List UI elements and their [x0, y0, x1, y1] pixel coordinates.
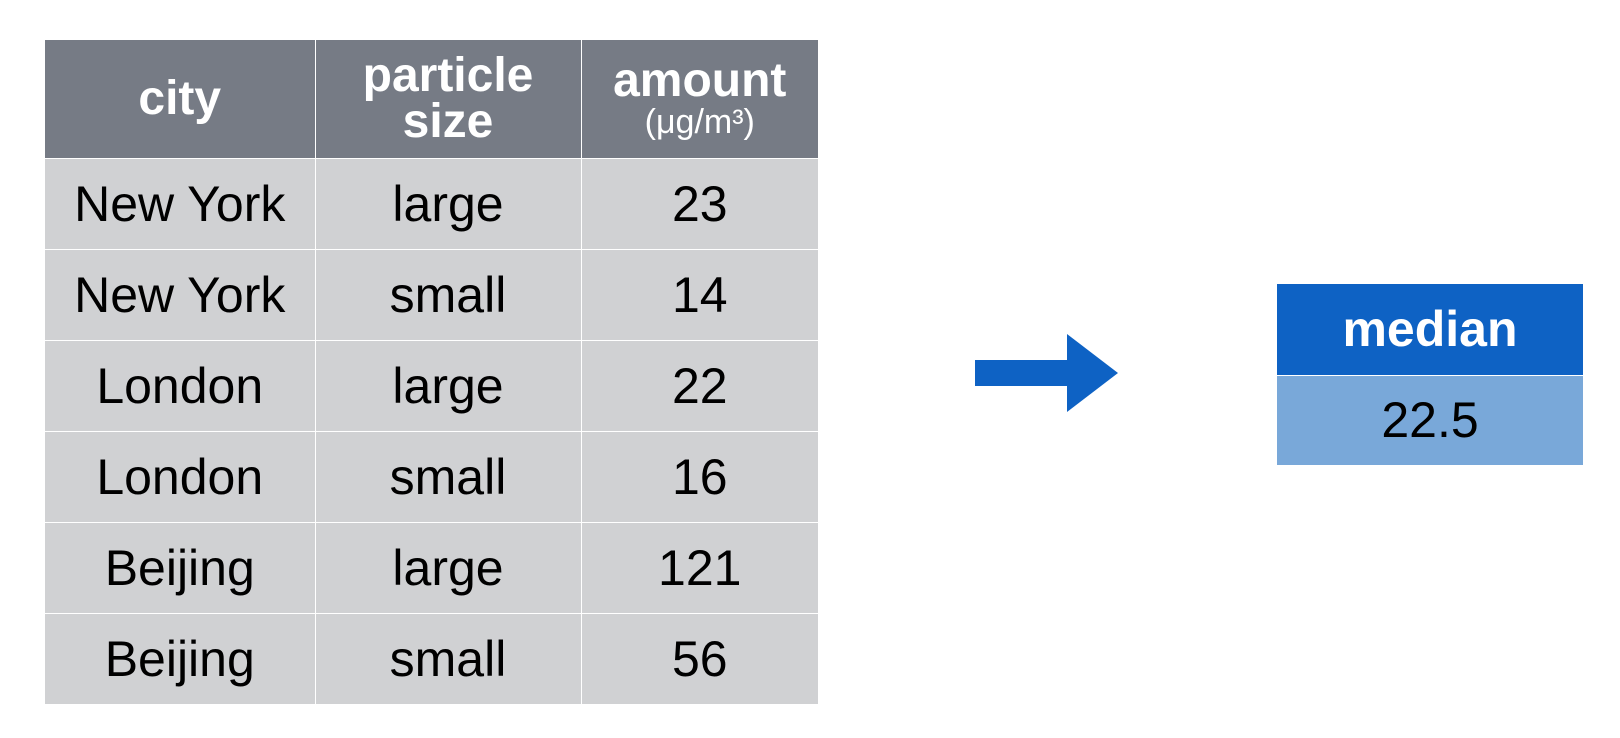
table-cell-particle-size: small — [314, 431, 582, 523]
right-arrow-icon — [975, 334, 1118, 412]
column-header-label: city — [138, 72, 222, 125]
table-row: London large 22 — [45, 340, 818, 432]
table-cell-particle-size: small — [314, 249, 582, 341]
column-header-unit: (μg/m³) — [644, 103, 755, 141]
table-cell-amount: 16 — [580, 431, 818, 523]
table-cell-particle-size: large — [314, 522, 582, 614]
result-value: 22.5 — [1277, 376, 1583, 465]
result-table: median 22.5 — [1277, 284, 1583, 465]
table-cell-amount: 14 — [580, 249, 818, 341]
column-header-amount: amount (μg/m³) — [580, 40, 818, 159]
table-row: Beijing small 56 — [45, 613, 818, 704]
table-cell-city: New York — [45, 158, 316, 250]
table-row: Beijing large 121 — [45, 522, 818, 614]
column-header-label: amount — [613, 54, 787, 107]
column-header-city: city — [45, 40, 316, 159]
table-cell-city: Beijing — [45, 522, 316, 614]
table-cell-particle-size: large — [314, 340, 582, 432]
column-header-particle-size: particle size — [314, 40, 582, 159]
table-cell-amount: 22 — [580, 340, 818, 432]
table-cell-particle-size: large — [314, 158, 582, 250]
table-row: New York large 23 — [45, 158, 818, 250]
result-header: median — [1277, 284, 1583, 376]
table-cell-amount: 23 — [580, 158, 818, 250]
table-cell-amount: 56 — [580, 613, 818, 704]
table-cell-city: New York — [45, 249, 316, 341]
table-cell-city: Beijing — [45, 613, 316, 704]
table-cell-city: London — [45, 431, 316, 523]
table-row: London small 16 — [45, 431, 818, 523]
header-row: city particle size amount (μg/m³) — [45, 40, 818, 159]
table-cell-city: London — [45, 340, 316, 432]
table-cell-particle-size: small — [314, 613, 582, 704]
table-cell-amount: 121 — [580, 522, 818, 614]
input-table: city particle size amount (μg/m³) New Yo… — [45, 40, 818, 704]
column-header-label: particle size — [362, 49, 534, 148]
table-row: New York small 14 — [45, 249, 818, 341]
